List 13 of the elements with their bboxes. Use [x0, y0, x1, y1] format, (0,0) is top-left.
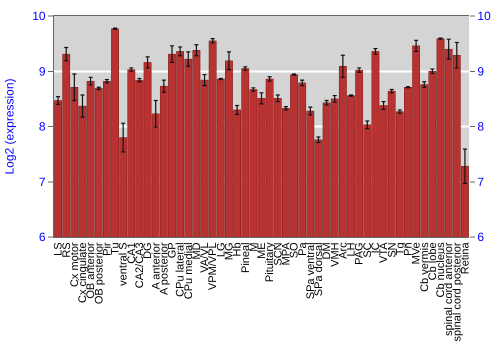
x-tick-label: Retina [460, 242, 472, 274]
y-tick-label: 6 [38, 230, 46, 244]
y2-tick-label: 10 [477, 9, 492, 24]
y-tick-label: 10 [32, 9, 46, 24]
y-tick-label: 7 [38, 174, 46, 189]
y2-tick-label: 7 [477, 174, 484, 189]
y-tick-label: 9 [38, 64, 46, 78]
y2-tick-label: 9 [477, 64, 484, 78]
y-axis-title: Log2 (expression) [2, 78, 17, 175]
y-tick-label: 8 [38, 120, 46, 134]
y2-tick-label: 6 [477, 230, 484, 244]
y2-tick-label: 8 [477, 120, 484, 134]
x-tick-label: A posterior [158, 242, 170, 295]
